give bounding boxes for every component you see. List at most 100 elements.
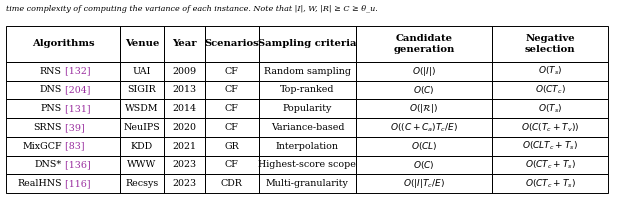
Text: KDD: KDD bbox=[131, 142, 153, 151]
Bar bbox=[6, 174, 120, 193]
Bar bbox=[356, 137, 492, 156]
Text: WWW: WWW bbox=[127, 160, 157, 169]
Bar bbox=[492, 174, 609, 193]
Bar bbox=[492, 26, 609, 62]
Text: [136]: [136] bbox=[63, 160, 92, 169]
Bar bbox=[6, 81, 120, 99]
Bar bbox=[6, 137, 120, 156]
Text: RNS: RNS bbox=[40, 67, 62, 76]
Text: CF: CF bbox=[225, 67, 239, 76]
Text: $O(CT_c)$: $O(CT_c)$ bbox=[534, 84, 566, 96]
Bar bbox=[120, 137, 164, 156]
Bar bbox=[120, 62, 164, 81]
Text: SIGIR: SIGIR bbox=[127, 85, 156, 95]
Text: SRNS: SRNS bbox=[33, 123, 62, 132]
Bar bbox=[356, 26, 492, 62]
Text: WSDM: WSDM bbox=[125, 104, 159, 113]
Text: Variance-based: Variance-based bbox=[271, 123, 344, 132]
Text: Year: Year bbox=[172, 39, 197, 48]
Bar bbox=[6, 62, 120, 81]
Bar bbox=[120, 156, 164, 174]
Bar bbox=[205, 99, 259, 118]
Text: 2014: 2014 bbox=[173, 104, 196, 113]
Text: [39]: [39] bbox=[63, 123, 85, 132]
Bar bbox=[356, 81, 492, 99]
Bar bbox=[492, 118, 609, 137]
Bar bbox=[164, 62, 205, 81]
Text: GR: GR bbox=[225, 142, 239, 151]
Text: $O(T_s)$: $O(T_s)$ bbox=[538, 65, 563, 77]
Bar bbox=[164, 26, 205, 62]
Text: $O((C+C_a)T_c/E)$: $O((C+C_a)T_c/E)$ bbox=[390, 121, 458, 134]
Text: PNS: PNS bbox=[40, 104, 62, 113]
Text: 2009: 2009 bbox=[172, 67, 196, 76]
Text: [116]: [116] bbox=[63, 179, 91, 188]
Text: Scenarios: Scenarios bbox=[204, 39, 259, 48]
Text: $O(CT_c+T_s)$: $O(CT_c+T_s)$ bbox=[525, 177, 575, 190]
Bar bbox=[492, 137, 609, 156]
Text: [132]: [132] bbox=[63, 67, 91, 76]
Bar bbox=[120, 26, 164, 62]
Bar bbox=[259, 156, 356, 174]
Bar bbox=[120, 118, 164, 137]
Text: MixGCF: MixGCF bbox=[22, 142, 62, 151]
Text: [204]: [204] bbox=[63, 85, 91, 95]
Text: 2020: 2020 bbox=[173, 123, 196, 132]
Text: $O(CL)$: $O(CL)$ bbox=[411, 140, 437, 152]
Text: Interpolation: Interpolation bbox=[276, 142, 339, 151]
Text: DNS*: DNS* bbox=[35, 160, 62, 169]
Bar bbox=[164, 118, 205, 137]
Bar bbox=[120, 99, 164, 118]
Text: UAI: UAI bbox=[132, 67, 151, 76]
Bar bbox=[205, 26, 259, 62]
Text: CF: CF bbox=[225, 104, 239, 113]
Text: $O(CT_c+T_s)$: $O(CT_c+T_s)$ bbox=[525, 159, 575, 171]
Bar bbox=[6, 99, 120, 118]
Bar bbox=[6, 156, 120, 174]
Text: Popularity: Popularity bbox=[283, 104, 332, 113]
Text: CF: CF bbox=[225, 123, 239, 132]
Bar bbox=[205, 174, 259, 193]
Bar bbox=[356, 156, 492, 174]
Bar bbox=[164, 174, 205, 193]
Text: Recsys: Recsys bbox=[125, 179, 159, 188]
Text: Top-ranked: Top-ranked bbox=[280, 85, 335, 95]
Text: RealHNS: RealHNS bbox=[17, 179, 62, 188]
Text: Sampling criteria: Sampling criteria bbox=[258, 39, 356, 48]
Bar bbox=[259, 99, 356, 118]
Bar bbox=[492, 99, 609, 118]
Bar bbox=[6, 26, 120, 62]
Text: $O(CLT_c+T_s)$: $O(CLT_c+T_s)$ bbox=[522, 140, 578, 152]
Text: 2021: 2021 bbox=[173, 142, 196, 151]
Text: 2023: 2023 bbox=[172, 160, 196, 169]
Bar bbox=[205, 118, 259, 137]
Bar bbox=[6, 118, 120, 137]
Text: DNS: DNS bbox=[40, 85, 62, 95]
Bar bbox=[356, 99, 492, 118]
Bar bbox=[356, 62, 492, 81]
Bar bbox=[259, 26, 356, 62]
Bar bbox=[259, 62, 356, 81]
Bar bbox=[259, 137, 356, 156]
Bar bbox=[205, 62, 259, 81]
Bar bbox=[259, 118, 356, 137]
Text: [83]: [83] bbox=[63, 142, 85, 151]
Text: Venue: Venue bbox=[125, 39, 159, 48]
Bar bbox=[205, 156, 259, 174]
Text: CF: CF bbox=[225, 85, 239, 95]
Text: Highest-score scope: Highest-score scope bbox=[259, 160, 356, 169]
Text: $O(C(T_c+T_v))$: $O(C(T_c+T_v))$ bbox=[521, 121, 579, 134]
Text: $O(C)$: $O(C)$ bbox=[413, 84, 435, 96]
Text: $O(|I|)$: $O(|I|)$ bbox=[412, 65, 436, 78]
Text: 2023: 2023 bbox=[172, 179, 196, 188]
Text: CDR: CDR bbox=[221, 179, 243, 188]
Bar bbox=[492, 156, 609, 174]
Text: [131]: [131] bbox=[63, 104, 91, 113]
Bar bbox=[205, 137, 259, 156]
Bar bbox=[259, 81, 356, 99]
Bar bbox=[164, 137, 205, 156]
Text: $O(T_s)$: $O(T_s)$ bbox=[538, 102, 563, 115]
Bar bbox=[492, 81, 609, 99]
Bar bbox=[259, 174, 356, 193]
Bar bbox=[356, 174, 492, 193]
